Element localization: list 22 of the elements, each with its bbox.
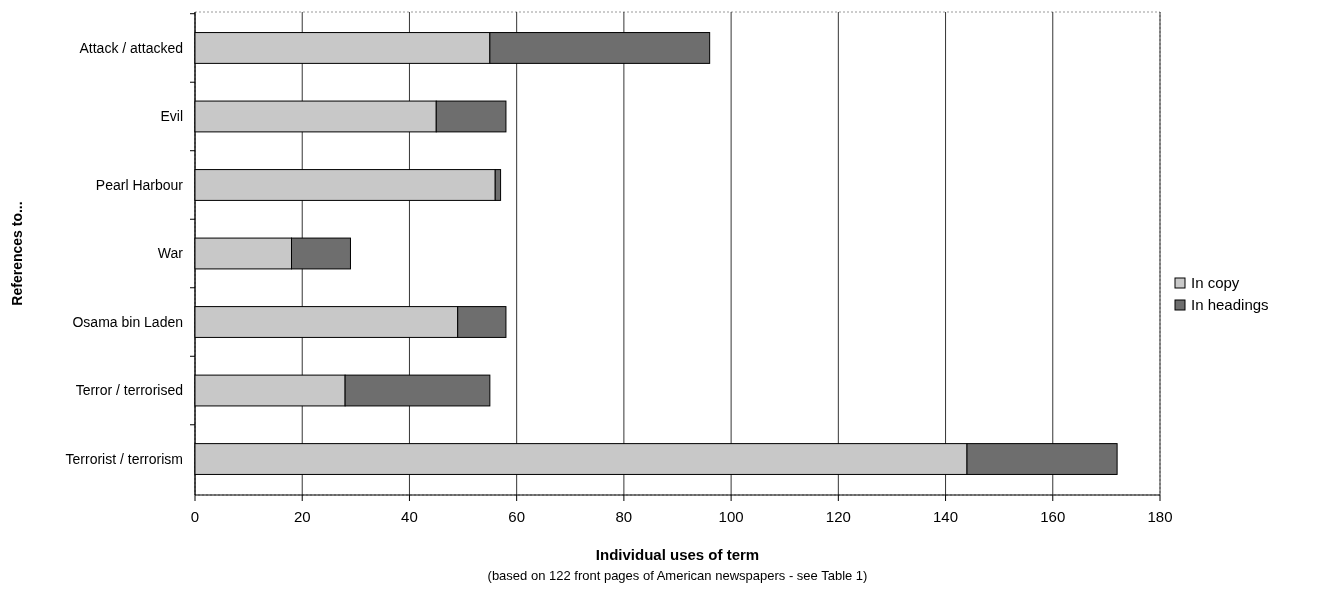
x-tick-label: 20 xyxy=(293,508,311,525)
y-tick-label: Terror / terrorised xyxy=(75,382,183,399)
legend-label: In headings xyxy=(1191,296,1269,314)
legend-label: In copy xyxy=(1191,274,1240,292)
y-tick-label: Attack / attacked xyxy=(79,39,183,56)
x-tick-label: 160 xyxy=(1040,508,1066,525)
x-tick-label: 140 xyxy=(933,508,959,525)
text: (based on 122 front pages of American newspapers - see Table 1) xyxy=(487,568,868,583)
x-tick-label: 180 xyxy=(1147,508,1173,525)
y-tick-label: Pearl Harbour xyxy=(95,176,184,193)
y-axis-title: References to... xyxy=(9,201,25,306)
x-tick-label: 60 xyxy=(508,508,526,525)
y-tick-label: Evil xyxy=(160,108,183,125)
y-tick-label: War xyxy=(157,245,184,262)
x-tick-label: 0 xyxy=(190,508,200,525)
x-tick-label: 80 xyxy=(615,508,633,525)
x-tick-label: 40 xyxy=(401,508,418,525)
x-tick-label: 100 xyxy=(718,508,744,525)
x-axis-title: Individual uses of term xyxy=(595,546,760,563)
x-tick-label: 120 xyxy=(825,508,851,525)
y-tick-label: Terrorist / terrorism xyxy=(65,450,183,467)
y-tick-label: Osama bin Laden xyxy=(72,313,183,330)
